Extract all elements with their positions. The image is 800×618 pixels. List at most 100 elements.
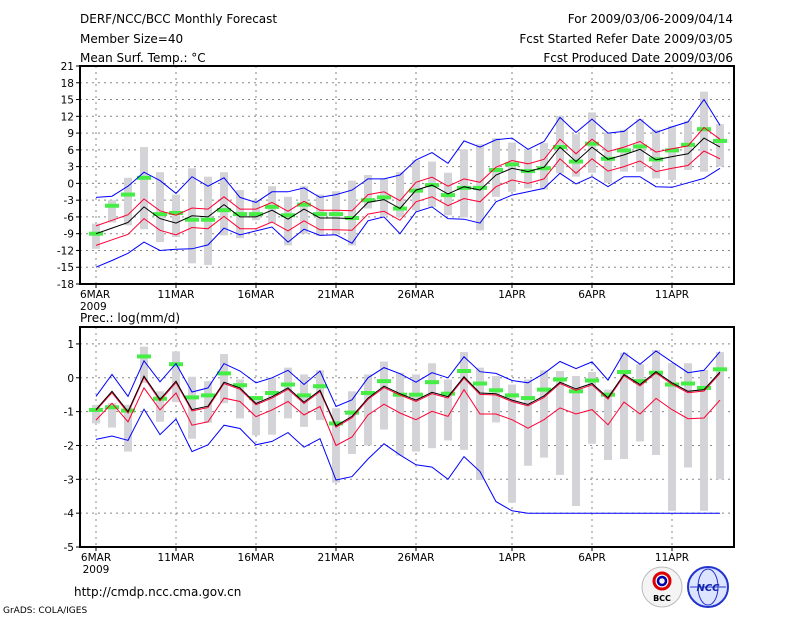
ensemble-range-bar — [156, 172, 164, 243]
x-tick-label: 21MAR — [318, 552, 355, 564]
ensemble-range-bar — [540, 370, 548, 458]
ensemble-range-bar — [396, 372, 404, 456]
x-tick-label: 6APR — [578, 289, 606, 301]
observed-marker — [105, 203, 119, 208]
y-tick-label: -5 — [64, 542, 74, 554]
x-tick-label: 26MAR — [398, 552, 435, 564]
observed-marker — [457, 369, 471, 373]
member-size-label: Member Size=40 — [80, 32, 183, 46]
ensemble-range-bar — [156, 391, 164, 422]
observed-marker — [505, 162, 519, 167]
ensemble-range-bar — [188, 376, 196, 439]
ensemble-range-bar — [284, 367, 292, 419]
observed-marker — [617, 370, 631, 375]
ensemble-range-bar — [220, 354, 228, 404]
y-tick-label: 9 — [67, 128, 74, 140]
ensemble-range-bar — [428, 363, 436, 449]
observed-marker — [489, 167, 503, 172]
ensemble-range-bar — [492, 376, 500, 423]
ensemble-range-bar — [92, 404, 100, 424]
observed-marker — [185, 217, 199, 222]
ensemble-range-bar — [172, 351, 180, 403]
observed-marker — [265, 391, 279, 395]
ensemble-range-bar — [524, 379, 532, 466]
temperature-panel: 21 18 15 12 9 6 3 0 -3 -6 -9 -12 -15 -18 11MAR 16MAR 21M… — [57, 61, 735, 301]
observed-marker — [681, 142, 695, 147]
x-tick-label: 11APR — [655, 289, 689, 301]
ensemble-range-bar — [124, 177, 132, 226]
y-tick-label: 18 — [61, 78, 74, 90]
ensemble-range-bar — [700, 369, 708, 511]
chart-title: DERF/NCC/BCC Monthly Forecast — [80, 12, 277, 26]
observed-marker — [585, 141, 599, 146]
observed-marker — [249, 396, 263, 401]
observed-marker — [441, 193, 455, 198]
x-tick-label: 21MAR — [318, 289, 355, 301]
ensemble-range-bar — [684, 363, 692, 468]
ensemble-max-line — [95, 98, 721, 203]
ensemble-range-bar — [316, 370, 324, 421]
y-tick-label: 1 — [67, 339, 74, 351]
observed-marker — [505, 393, 519, 398]
spread-upper-line — [95, 126, 721, 227]
x-tick-label: 11MAR — [158, 289, 195, 301]
observed-marker — [233, 212, 247, 217]
x-tick-label: 16MAR — [238, 552, 275, 564]
y-tick-label: -15 — [57, 262, 74, 274]
x-tick-label: 26MAR — [398, 289, 435, 301]
ensemble-range-bar — [92, 223, 100, 249]
precipitation-panel: 1 0 -1 -2 -3 -4 -5 6MAR 11MAR 16MAR 21MAR 26MAR 1APR… — [64, 326, 735, 576]
ensemble-mean-line — [95, 371, 721, 427]
ensemble-range-bar — [652, 350, 660, 455]
observed-marker — [105, 405, 119, 410]
ensemble-max-line — [95, 350, 721, 408]
ensemble-range-bar — [124, 404, 132, 452]
observed-marker — [377, 379, 391, 384]
observed-marker — [137, 354, 151, 359]
observed-marker — [313, 384, 327, 389]
observed-marker — [281, 213, 295, 218]
ensemble-range-bar — [268, 377, 276, 435]
ensemble-range-bar — [140, 147, 148, 230]
ensemble-range-bar — [236, 379, 244, 419]
y-tick-label: -3 — [64, 474, 74, 486]
y-tick-label: 0 — [67, 373, 74, 385]
x-tick-label: 16MAR — [238, 289, 275, 301]
y-tick-label: -3 — [64, 195, 74, 207]
ensemble-min-line — [95, 167, 721, 268]
observed-marker — [697, 127, 711, 132]
observed-marker — [169, 211, 183, 216]
observed-marker — [361, 198, 375, 203]
ensemble-range-bar — [300, 186, 308, 234]
observed-marker — [585, 378, 599, 383]
ensemble-range-bar — [636, 364, 644, 442]
ensemble-range-bar — [460, 149, 468, 218]
observed-marker — [425, 380, 439, 385]
ncc-logo: NCC — [687, 566, 729, 608]
observed-marker — [473, 381, 487, 386]
grads-credit: GrADS: COLA/IGES — [3, 606, 87, 616]
observed-marker — [713, 138, 727, 143]
ensemble-range-bar — [172, 194, 180, 238]
bcc-logo: BCC — [641, 566, 683, 608]
source-url: http://cmdp.ncc.cma.gov.cn — [74, 585, 241, 599]
observed-marker — [153, 212, 167, 217]
ensemble-range-bar — [556, 371, 564, 475]
observed-marker — [121, 192, 135, 197]
observed-marker — [473, 185, 487, 190]
ensemble-mean-line — [95, 137, 721, 235]
ensemble-range-bar — [572, 134, 580, 177]
y-tick-label: -1 — [64, 407, 74, 419]
observed-marker — [681, 381, 695, 386]
ensemble-range-bar — [716, 352, 724, 480]
ensemble-range-bar — [252, 200, 260, 221]
ensemble-range-bar — [364, 374, 372, 446]
observed-marker — [521, 396, 535, 401]
start-date-label: Fcst Started Refer Date 2009/03/05 — [519, 32, 733, 46]
ensemble-range-bar — [508, 384, 516, 503]
observed-marker — [633, 379, 647, 384]
observed-marker — [249, 212, 263, 217]
observed-marker — [297, 393, 311, 398]
y-tick-label: 12 — [61, 111, 74, 123]
forecast-period: For 2009/03/06-2009/04/14 — [568, 12, 733, 26]
